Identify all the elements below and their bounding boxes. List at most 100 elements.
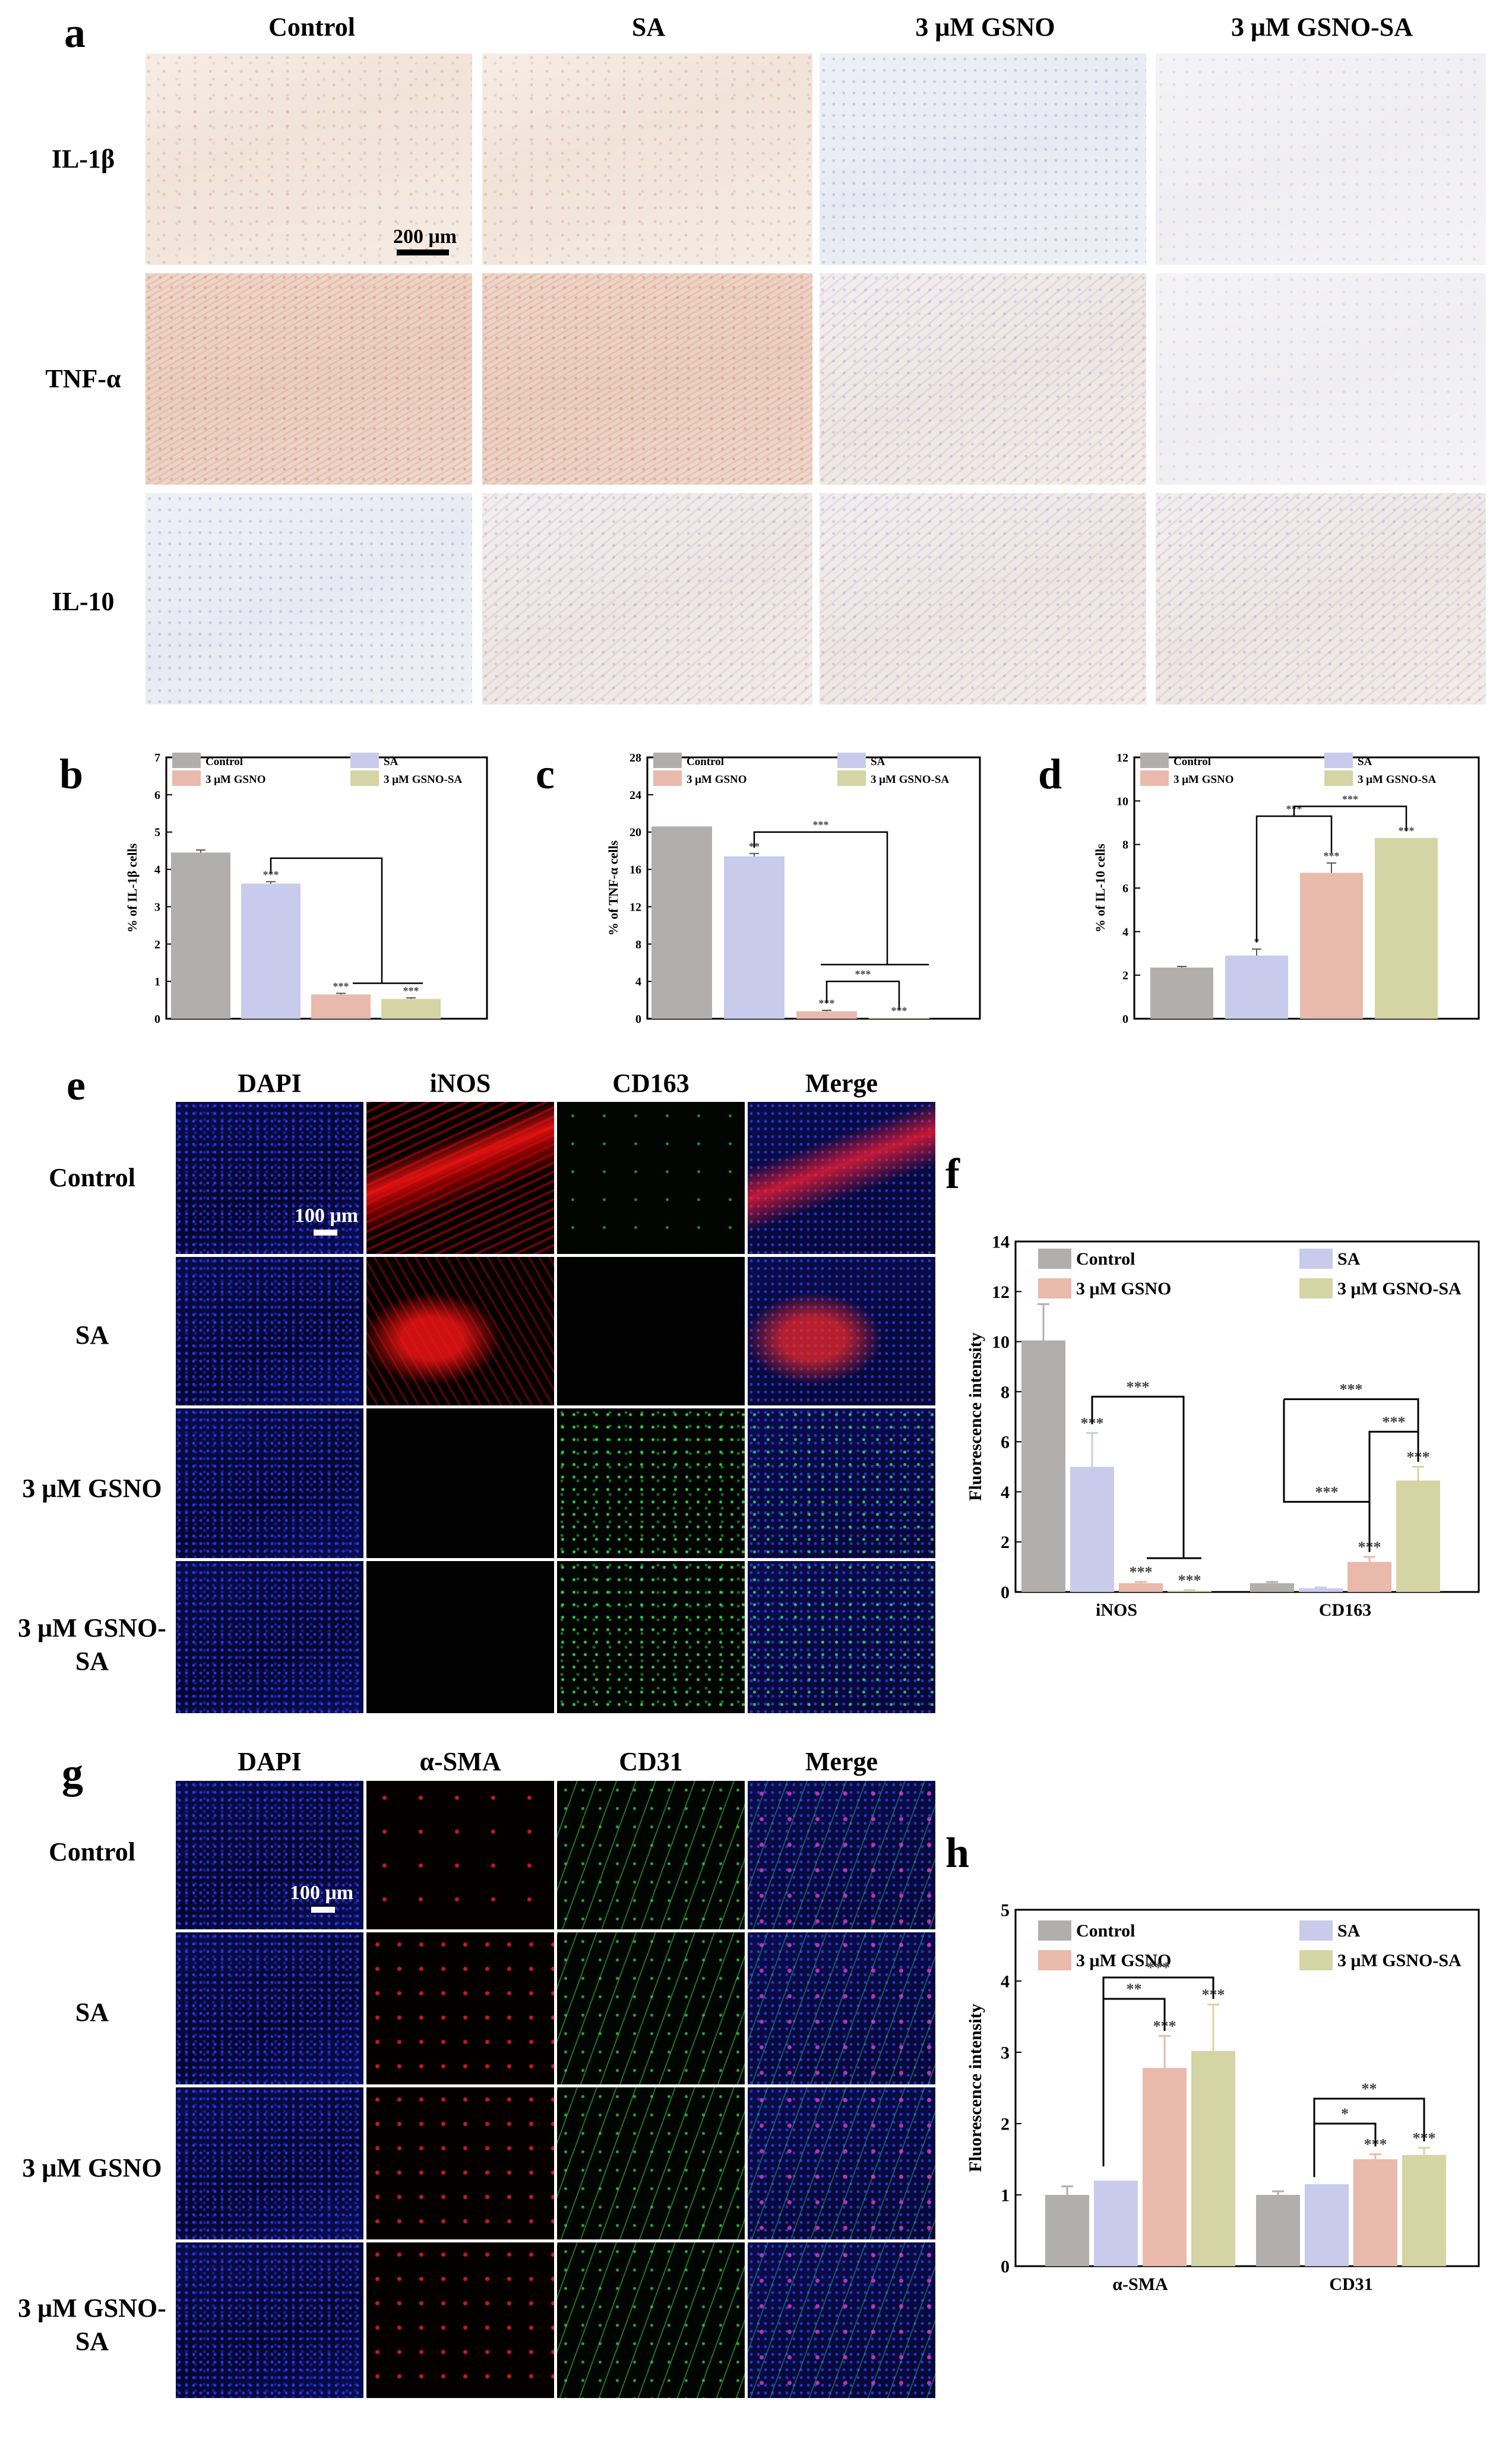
y-tick-label: 14 [992,1233,1010,1252]
bar [796,1011,857,1019]
y-tick-label: 1 [1001,2186,1010,2206]
bracket-label-3: * [1341,2105,1349,2122]
row-header-g-gsno-sa: 3 μM GSNO-SA [18,2293,166,2356]
ihc-il1b-control [145,53,472,265]
significance-label: *** [403,985,419,997]
y-tick-label: 2 [1001,2115,1010,2134]
sig-bracket-3 [1313,2122,1377,2177]
bar [1119,1583,1163,1592]
legend-label: 3 μM GSNO-SA [1337,1951,1462,1970]
y-tick-label: 12 [630,901,641,914]
ihc-tnfa-sa [482,273,812,485]
bar [1305,2184,1349,2266]
ihc-il10-control [145,493,472,705]
legend-swatch [1299,1278,1333,1299]
bracket-label-4: *** [1340,1381,1363,1398]
fl-e-control-merge [748,1102,935,1254]
row-header-tnfa: TNF-α [45,364,121,393]
row-header-e-control: Control [49,1163,135,1192]
sig-bracket-4 [1313,2097,1425,2141]
y-axis-label: % of IL-10 cells [1093,844,1108,933]
fl-g-gsno-asma [366,2087,554,2239]
x-category-label: CD163 [1319,1600,1371,1620]
ihc-il10-gsno [820,493,1146,705]
y-tick-label: 0 [1122,1013,1128,1026]
legend-label: 3 μM GSNO [205,773,266,786]
fl-g-gsno-sa-dapi [176,2242,363,2398]
panel-label-c: c [536,750,555,798]
fl-g-sa-dapi [176,1932,363,2084]
y-axis-label: % of IL-1β cells [125,843,140,933]
bar [1396,1480,1440,1592]
chart-d: 0 2 4 6 8 10 12 % of IL-10 cells Control SA 3 μM G… [1093,751,1480,1026]
bar [1375,838,1438,1019]
fl-e-gsno-sa-dapi [176,1561,363,1713]
fl-g-gsno-sa-merge [748,2242,935,2398]
scale-bar-g [311,1907,335,1913]
sig-bracket [1091,1395,1185,1559]
fl-e-sa-dapi [176,1257,363,1405]
col-header-e-merge: Merge [805,1069,878,1098]
bar [1150,967,1213,1019]
col-header-g-merge: Merge [805,1747,878,1776]
significance-label: *** [1130,1563,1153,1581]
bracket-label-2: *** [1315,1483,1339,1500]
panel-label-h: h [945,1829,970,1876]
scale-bar-a [397,249,449,255]
fl-g-gsno-dapi [176,2087,363,2239]
fl-e-control-dapi [176,1102,363,1254]
legend-label: Control [205,756,243,768]
sig-bracket [270,857,383,984]
y-tick-label: 16 [630,864,641,877]
ihc-il10-sa [482,493,812,705]
sig-bracket [753,831,888,965]
scale-bar-label-e: 100 μm [295,1205,359,1227]
row-header-g-gsno: 3 μM GSNO [22,2153,162,2182]
y-tick-label: 12 [1116,751,1128,764]
panel-label-g: g [62,1749,83,1797]
significance-label: *** [1324,850,1340,862]
y-tick-label: 4 [635,975,641,988]
fl-g-control-cd31 [557,1781,745,1929]
fl-g-sa-cd31 [557,1932,745,2084]
bracket-label-2: *** [1147,1959,1170,1976]
bar [1402,2154,1446,2266]
bracket-label: *** [813,819,829,831]
y-tick-label: 5 [154,826,160,839]
bar [241,883,300,1019]
sig-bracket-4 [1284,1398,1419,1432]
y-tick-label: 2 [1001,1533,1010,1552]
col-header-g-dapi: DAPI [238,1747,302,1776]
plot-frame [1014,1909,1480,2267]
fl-e-control-cd163 [557,1102,745,1254]
fl-g-gsno-merge [748,2087,935,2239]
legend-label: 3 μM GSNO-SA [1337,1279,1462,1299]
bar [1300,873,1363,1019]
fl-e-gsno-cd163 [557,1408,745,1558]
panel-label-d: d [1038,750,1062,798]
y-tick-label: 7 [154,751,160,764]
y-tick-label: 2 [1122,969,1128,983]
scale-bar-label-a: 200 μm [393,226,457,248]
legend-swatch [1299,1249,1333,1269]
fl-e-sa-inos [366,1257,554,1405]
row-header-e-gsno: 3 μM GSNO [22,1474,162,1503]
bar [1021,1340,1065,1592]
legend-label: Control [1173,756,1211,768]
col-header-e-cd163: CD163 [612,1069,689,1098]
panel-label-e: e [67,1062,86,1109]
y-tick-label: 4 [1122,925,1128,939]
legend-label: 3 μM GSNO [1076,1279,1171,1299]
fl-g-gsno-cd31 [557,2087,745,2239]
bar [1045,2195,1089,2266]
y-tick-label: 10 [992,1332,1010,1352]
y-tick-label: 6 [1122,882,1128,895]
sig-bracket-2 [1283,1399,1371,1552]
y-tick-label: 6 [154,789,160,802]
bar [1225,955,1288,1019]
x-category-label: CD31 [1329,2274,1372,2294]
fl-e-gsno-sa-cd163 [557,1561,745,1713]
fl-g-gsno-sa-cd31 [557,2242,745,2398]
panel-label-a: a [64,9,86,56]
legend-label: Control [1076,1921,1135,1941]
